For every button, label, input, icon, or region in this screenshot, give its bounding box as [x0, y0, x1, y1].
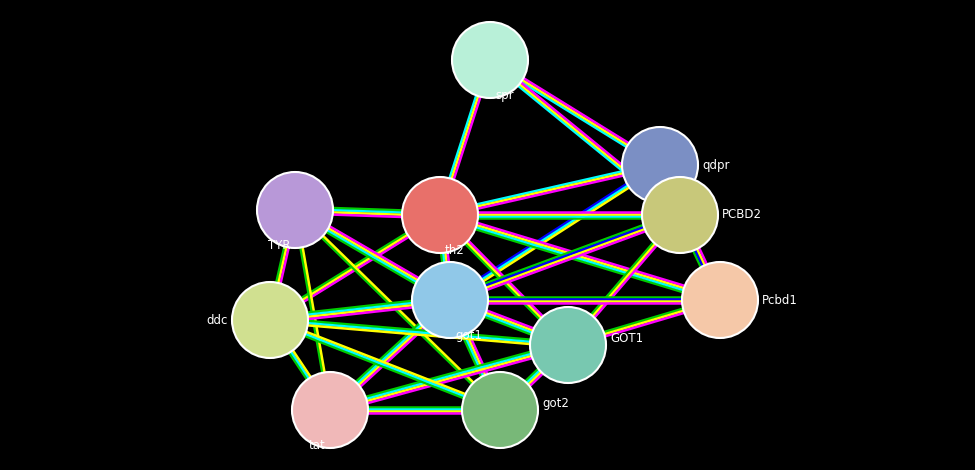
Circle shape [292, 372, 368, 448]
Circle shape [530, 307, 606, 383]
Circle shape [682, 262, 758, 338]
Circle shape [462, 372, 538, 448]
Text: qdpr: qdpr [702, 158, 729, 172]
Text: PCBD2: PCBD2 [722, 209, 762, 221]
Circle shape [232, 282, 308, 358]
Circle shape [412, 262, 488, 338]
Circle shape [622, 127, 698, 203]
Text: ddc: ddc [207, 313, 228, 327]
Text: Pcbd1: Pcbd1 [762, 293, 798, 306]
Circle shape [642, 177, 718, 253]
Text: got1: got1 [455, 329, 482, 342]
Circle shape [452, 22, 528, 98]
Circle shape [257, 172, 333, 248]
Circle shape [402, 177, 478, 253]
Text: spr: spr [495, 89, 514, 102]
Text: th2: th2 [445, 244, 465, 257]
Text: TYR: TYR [267, 239, 290, 252]
Text: tat: tat [308, 439, 325, 452]
Text: got2: got2 [542, 397, 568, 410]
Text: GOT1: GOT1 [610, 332, 644, 345]
